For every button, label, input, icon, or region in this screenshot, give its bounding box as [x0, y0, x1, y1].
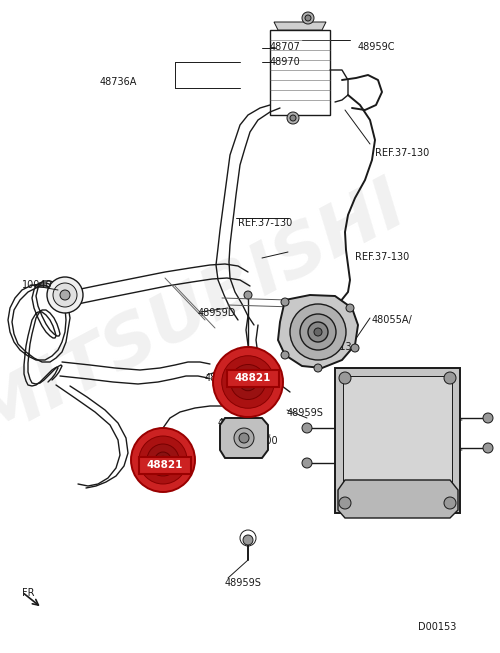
Circle shape: [308, 322, 328, 342]
Polygon shape: [220, 418, 268, 458]
Circle shape: [281, 351, 289, 359]
Text: 48013: 48013: [322, 342, 352, 352]
Circle shape: [244, 378, 252, 386]
Circle shape: [305, 15, 311, 21]
Circle shape: [243, 535, 253, 545]
Bar: [270, 30, 330, 115]
Text: 48970: 48970: [270, 57, 301, 67]
Circle shape: [300, 314, 336, 350]
Text: REF.37-130: REF.37-130: [355, 252, 409, 262]
Text: FR: FR: [22, 588, 34, 598]
Circle shape: [302, 12, 314, 24]
Circle shape: [239, 433, 249, 443]
Circle shape: [351, 344, 359, 352]
Circle shape: [314, 364, 322, 372]
Circle shape: [230, 364, 266, 400]
Polygon shape: [274, 22, 326, 30]
Circle shape: [302, 458, 312, 468]
Circle shape: [139, 436, 187, 484]
Circle shape: [339, 372, 351, 384]
Circle shape: [240, 374, 257, 390]
Text: REF.37-130: REF.37-130: [238, 218, 292, 228]
Circle shape: [444, 497, 456, 509]
Circle shape: [234, 428, 254, 448]
Circle shape: [244, 291, 252, 299]
Bar: [343, 376, 452, 505]
Text: 10040: 10040: [22, 280, 52, 290]
Circle shape: [290, 304, 346, 360]
Text: 14300: 14300: [248, 436, 278, 446]
FancyBboxPatch shape: [227, 370, 279, 387]
Text: 48959S: 48959S: [287, 408, 324, 418]
Circle shape: [483, 413, 493, 423]
Text: D00153: D00153: [418, 622, 457, 632]
Circle shape: [213, 347, 283, 417]
Circle shape: [222, 356, 274, 408]
Text: 48821: 48821: [147, 460, 183, 470]
Polygon shape: [278, 295, 358, 368]
Text: 48013P: 48013P: [370, 420, 406, 430]
Circle shape: [281, 298, 289, 306]
FancyBboxPatch shape: [139, 456, 191, 473]
Bar: [335, 368, 460, 513]
Circle shape: [314, 328, 322, 336]
Circle shape: [290, 115, 296, 121]
Text: 48055A/: 48055A/: [372, 315, 413, 325]
Polygon shape: [338, 480, 458, 518]
Text: 48959D: 48959D: [198, 308, 236, 318]
Text: 48736A: 48736A: [100, 77, 138, 87]
Circle shape: [346, 304, 354, 312]
Text: 48959C: 48959C: [358, 42, 396, 52]
Circle shape: [302, 423, 312, 433]
Circle shape: [53, 283, 77, 307]
Text: 48959Q: 48959Q: [383, 450, 422, 460]
Text: 48821: 48821: [235, 373, 271, 383]
Text: 48707: 48707: [270, 42, 301, 52]
Text: REF.37-130: REF.37-130: [375, 148, 429, 158]
Circle shape: [339, 497, 351, 509]
Circle shape: [147, 444, 179, 476]
Circle shape: [444, 372, 456, 384]
Circle shape: [60, 290, 70, 300]
Text: 48959S: 48959S: [225, 578, 262, 588]
Text: 48959P: 48959P: [218, 418, 255, 428]
Circle shape: [483, 443, 493, 453]
Circle shape: [159, 456, 167, 464]
Circle shape: [155, 452, 171, 468]
Circle shape: [47, 277, 83, 313]
Text: MITSUBISHI: MITSUBISHI: [0, 170, 418, 456]
Text: 48959B: 48959B: [205, 373, 242, 383]
Circle shape: [131, 428, 195, 492]
Circle shape: [287, 112, 299, 124]
